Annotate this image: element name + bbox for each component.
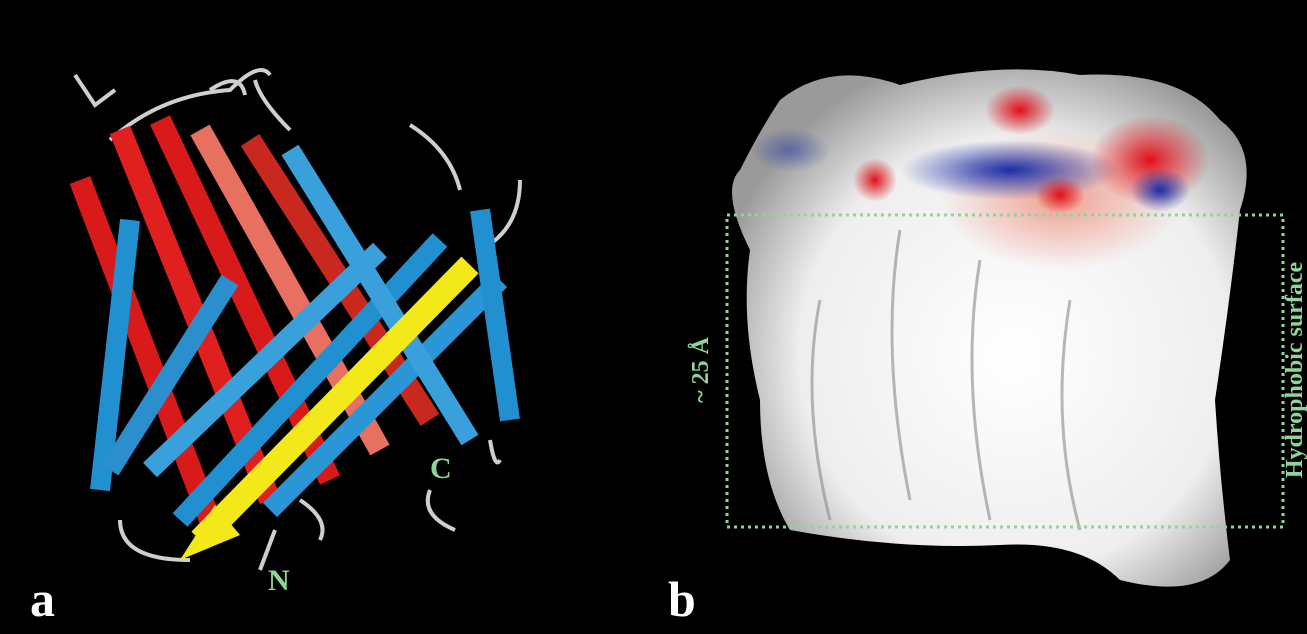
patch: [750, 128, 830, 172]
patch: [900, 140, 1120, 200]
panel-label: b: [668, 571, 696, 627]
surface-label: Hydrophobic surface: [1282, 262, 1307, 479]
page: a N C b ~ 25 Å Hydrophobic surface (() =…: [0, 0, 1307, 634]
patch: [985, 85, 1055, 135]
patch: [1035, 177, 1085, 213]
terminus-label: C: [430, 452, 452, 485]
dimension-label: ~ 25 Å: [688, 336, 714, 402]
surface-model: [727, 69, 1283, 586]
figure: a N C b ~ 25 Å Hydrophobic surface: [0, 0, 1307, 634]
patch: [853, 158, 897, 202]
panel-label: a: [30, 571, 55, 627]
terminus-label: N: [268, 564, 290, 597]
patch: [1130, 168, 1190, 212]
